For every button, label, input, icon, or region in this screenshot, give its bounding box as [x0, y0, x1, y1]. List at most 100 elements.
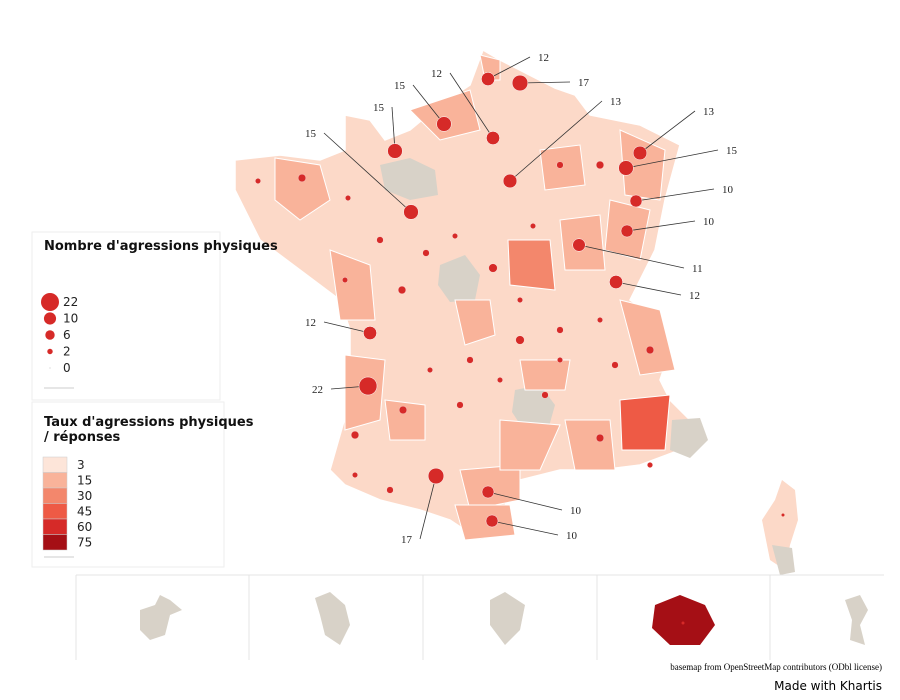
- circle: [781, 513, 785, 517]
- leader-line: [639, 110, 696, 154]
- circle: [609, 275, 623, 289]
- circle: [399, 406, 407, 414]
- callout-label: 17: [401, 534, 413, 546]
- legend-circle: [43, 312, 57, 325]
- circle: [436, 116, 452, 132]
- legend-value: 2: [63, 345, 71, 359]
- department: [454, 504, 516, 541]
- department: [539, 144, 586, 191]
- leader-line: [419, 475, 437, 540]
- circle: [647, 462, 653, 468]
- callout-label: 22: [312, 384, 323, 396]
- callout-label: 10: [566, 530, 578, 542]
- color-legend: Taux d'agressions physiques / réponses 3 1…: [31, 401, 254, 568]
- department: [409, 89, 481, 141]
- department: [507, 239, 556, 291]
- leader-line: [412, 84, 445, 125]
- legend-title: Nombre d'agressions physiques: [44, 239, 278, 254]
- circle: [376, 236, 384, 244]
- circle: [632, 145, 648, 161]
- legend-swatch: [42, 487, 68, 504]
- circle: [572, 238, 586, 252]
- circle: [556, 161, 564, 169]
- guadeloupe: [140, 595, 182, 640]
- legend-swatch: [42, 472, 68, 489]
- circle: [481, 72, 495, 86]
- callout-label: 12: [689, 290, 700, 302]
- circle: [502, 173, 518, 189]
- mayotte: [845, 595, 868, 645]
- corsica: [762, 480, 798, 570]
- legend-value: 6: [63, 328, 71, 342]
- callout-label: 13: [610, 96, 622, 108]
- circle: [352, 472, 358, 478]
- legend-box: [31, 231, 221, 401]
- circle: [456, 401, 464, 409]
- department: [499, 419, 561, 471]
- leader-line: [449, 72, 494, 139]
- circle: [255, 178, 261, 184]
- circle: [681, 621, 685, 625]
- circle: [618, 160, 634, 176]
- circle: [452, 233, 458, 239]
- callout-label: 17: [578, 77, 590, 89]
- circle: [422, 249, 430, 257]
- callout-label: 10: [703, 216, 715, 228]
- leader-line: [509, 100, 603, 182]
- circle: [486, 131, 500, 145]
- leader-line: [625, 149, 719, 169]
- circle: [556, 326, 564, 334]
- circle: [363, 326, 377, 340]
- department: [619, 299, 676, 376]
- legend-circle: [41, 293, 59, 311]
- callout-label: 13: [703, 106, 715, 118]
- legend-swatch: [42, 534, 68, 551]
- legend-value: 45: [77, 505, 92, 519]
- no-data-region: [772, 545, 795, 575]
- legend-title: Taux d'agressions physiques / réponses: [44, 415, 254, 445]
- leader-line: [491, 520, 559, 536]
- circle: [403, 204, 419, 220]
- circle: [485, 514, 499, 528]
- callout-label: 12: [538, 52, 549, 64]
- circle: [511, 74, 529, 92]
- legend-value: 22: [63, 295, 78, 309]
- reunion: [652, 595, 715, 645]
- no-data-region: [438, 255, 480, 302]
- circle: [515, 335, 525, 345]
- guyane: [490, 592, 525, 645]
- legend-circle: [47, 348, 53, 355]
- circle: [481, 485, 495, 499]
- circle: [596, 434, 604, 442]
- legend-swatch: [42, 456, 68, 473]
- legend-value: 15: [77, 474, 92, 488]
- circle: [298, 174, 306, 182]
- no-data-region: [670, 418, 708, 458]
- no-data-region: [380, 158, 438, 200]
- department: [274, 157, 331, 221]
- callout-label: 10: [722, 184, 734, 196]
- callout-label: 11: [692, 263, 703, 275]
- leader-line: [626, 220, 696, 232]
- department: [619, 394, 671, 451]
- circle: [345, 195, 351, 201]
- martinique: [315, 592, 350, 645]
- legend-circle: [45, 330, 55, 340]
- leader-line: [635, 188, 715, 202]
- circle: [488, 263, 498, 273]
- circle: [530, 223, 536, 229]
- callout-label: 15: [305, 128, 317, 140]
- circle: [597, 317, 603, 323]
- circle: [427, 367, 433, 373]
- circle: [351, 431, 359, 439]
- legend-value: 0: [63, 361, 71, 375]
- legend-value: 3: [77, 458, 85, 472]
- department: [384, 399, 426, 441]
- legend-value: 30: [77, 489, 92, 503]
- leader-line: [487, 491, 563, 511]
- callout-label: 15: [394, 80, 406, 92]
- legend-value: 60: [77, 520, 92, 534]
- circle: [517, 297, 523, 303]
- legend-circle: [49, 367, 51, 369]
